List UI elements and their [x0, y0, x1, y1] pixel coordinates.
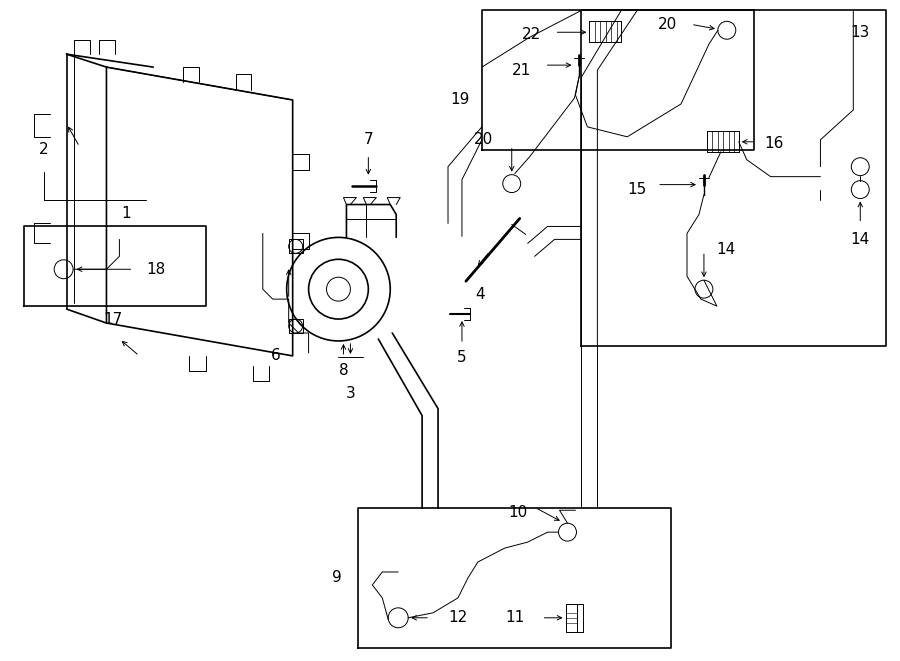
Text: 13: 13 — [850, 24, 870, 40]
Text: 15: 15 — [627, 182, 647, 197]
Text: 20: 20 — [658, 17, 677, 32]
Text: 5: 5 — [457, 350, 467, 366]
Text: 4: 4 — [475, 287, 485, 301]
Text: 7: 7 — [364, 132, 374, 147]
Text: 6: 6 — [271, 348, 281, 364]
Text: 22: 22 — [522, 26, 541, 42]
Text: 12: 12 — [448, 610, 467, 625]
Text: 11: 11 — [506, 610, 525, 625]
Text: 16: 16 — [764, 136, 783, 151]
Text: 20: 20 — [474, 132, 493, 147]
Text: 3: 3 — [346, 386, 356, 401]
Text: 14: 14 — [850, 232, 870, 247]
Text: 2: 2 — [39, 142, 49, 157]
Text: 21: 21 — [512, 63, 531, 77]
Text: 10: 10 — [508, 505, 527, 520]
Text: 18: 18 — [147, 262, 166, 277]
Text: 19: 19 — [450, 93, 470, 108]
Text: 17: 17 — [104, 311, 123, 327]
Text: 9: 9 — [331, 570, 341, 586]
Text: 14: 14 — [716, 242, 735, 257]
Text: 1: 1 — [122, 206, 131, 221]
Text: 8: 8 — [338, 364, 348, 378]
